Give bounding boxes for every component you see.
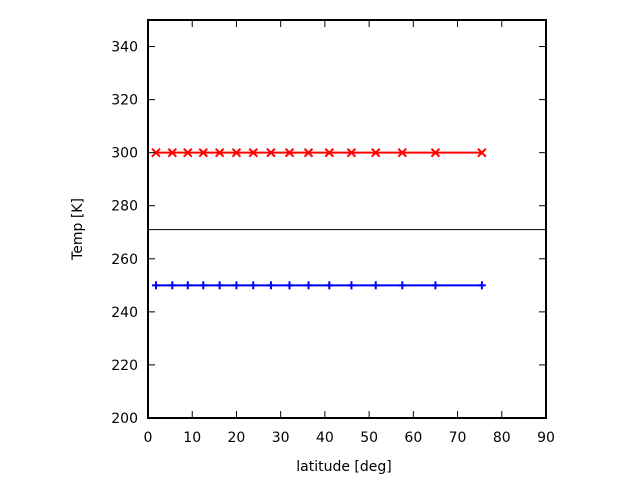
data-point	[303, 147, 314, 158]
series-0	[151, 147, 487, 158]
plot-area-frame	[147, 19, 547, 419]
y-tick-label: 280	[111, 199, 138, 215]
data-point	[167, 147, 178, 158]
x-tick-label: 80	[493, 430, 511, 446]
x-tick-label: 0	[144, 430, 153, 446]
data-point	[198, 147, 208, 158]
data-point	[215, 281, 224, 290]
ticks-layer	[147, 20, 547, 419]
data-point	[214, 147, 225, 158]
data-point	[266, 281, 275, 290]
y-tick-label: 320	[111, 93, 138, 109]
y-tick-label: 240	[111, 305, 138, 321]
y-tick-label: 200	[111, 411, 138, 427]
data-point	[430, 147, 441, 158]
data-point	[324, 147, 335, 158]
series-layer	[151, 147, 487, 290]
y-tick-label: 220	[111, 358, 138, 374]
data-point	[199, 281, 208, 290]
x-tick-label: 50	[360, 430, 378, 446]
data-point	[266, 147, 276, 158]
data-point	[183, 147, 193, 158]
data-point	[304, 281, 313, 290]
data-point	[397, 147, 407, 158]
x-tick-label: 30	[272, 430, 290, 446]
data-point	[151, 147, 161, 158]
data-point	[398, 281, 407, 290]
x-tick-label: 40	[316, 430, 334, 446]
data-point	[232, 281, 241, 290]
data-point	[477, 147, 487, 158]
x-tick-label: 70	[449, 430, 467, 446]
data-point	[285, 281, 294, 290]
data-point	[248, 147, 258, 158]
x-axis-title: latitude [deg]	[296, 459, 391, 475]
data-point	[371, 147, 381, 158]
data-point	[249, 281, 258, 290]
x-tick-label: 60	[404, 430, 422, 446]
y-axis-title: Temp [K]	[70, 198, 86, 261]
y-tick-label: 340	[111, 40, 138, 56]
x-tick-label: 90	[537, 430, 555, 446]
x-tick-label: 10	[183, 430, 201, 446]
y-tick-label: 260	[111, 252, 138, 268]
data-point	[168, 281, 177, 290]
data-point	[477, 281, 486, 290]
data-point	[284, 147, 295, 158]
data-point	[371, 281, 380, 290]
series-1	[151, 281, 486, 290]
data-point	[346, 147, 357, 158]
data-point	[431, 281, 440, 290]
data-point	[231, 147, 242, 158]
tick-labels-layer: 0 10 20 30 40 50 60 70 80 90 200 220 240 260 280 300 320…	[111, 40, 555, 446]
x-tick-label: 20	[228, 430, 246, 446]
y-tick-label: 300	[111, 146, 138, 162]
data-point	[347, 281, 356, 290]
data-point	[151, 281, 160, 290]
data-point	[183, 281, 192, 290]
data-point	[325, 281, 334, 290]
